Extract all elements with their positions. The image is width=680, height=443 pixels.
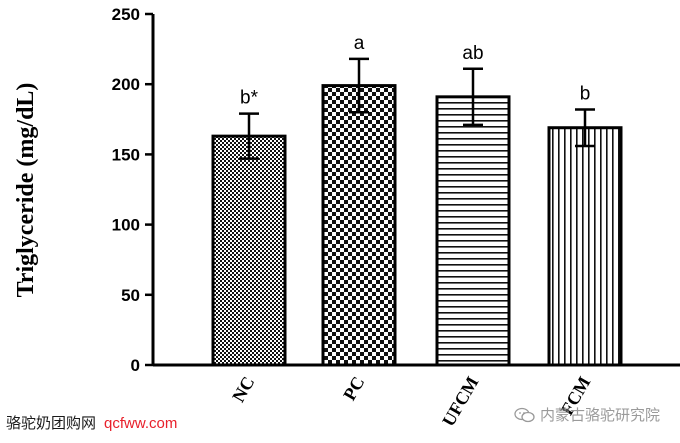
y-tick-label: 150 [112, 145, 140, 164]
watermark-left-text: 骆驼奶团购网 [6, 414, 97, 432]
watermark-left: 骆驼奶团购网 qcfww.com [6, 412, 177, 433]
y-tick-label: 50 [121, 286, 140, 305]
bars: b* a ab b [211, 33, 623, 367]
bar-fcm [547, 126, 623, 367]
x-tick-label: NC [228, 373, 258, 406]
watermark-right-text: 内蒙古骆驼研究院 [539, 406, 660, 424]
y-axis-label: Triglyceride (mg/dL) [13, 83, 39, 298]
significance-label: b [580, 83, 591, 104]
y-tick-label: 200 [112, 75, 140, 94]
watermark-url: qcfww.com [104, 415, 178, 432]
error-bar-ufcm [463, 67, 483, 127]
bar-nc [211, 134, 287, 367]
x-tick-label: UFCM [438, 373, 482, 430]
significance-label: ab [462, 43, 483, 64]
bar-ufcm [435, 95, 511, 367]
y-axis-ticks: 0 50 100 150 200 250 [112, 5, 153, 375]
wechat-icon [514, 407, 535, 422]
y-tick-label: 250 [112, 5, 140, 24]
error-bar-fcm [575, 108, 595, 148]
error-bar-pc [349, 57, 369, 114]
error-bar-nc [239, 112, 259, 160]
bar-pc [321, 84, 397, 367]
y-tick-label: 0 [131, 356, 140, 375]
significance-label: a [354, 33, 365, 54]
watermark-right: 内蒙古骆驼研究院 [514, 404, 660, 425]
significance-label: b* [240, 88, 259, 109]
y-tick-label: 100 [112, 216, 140, 235]
x-tick-label: PC [339, 373, 368, 404]
